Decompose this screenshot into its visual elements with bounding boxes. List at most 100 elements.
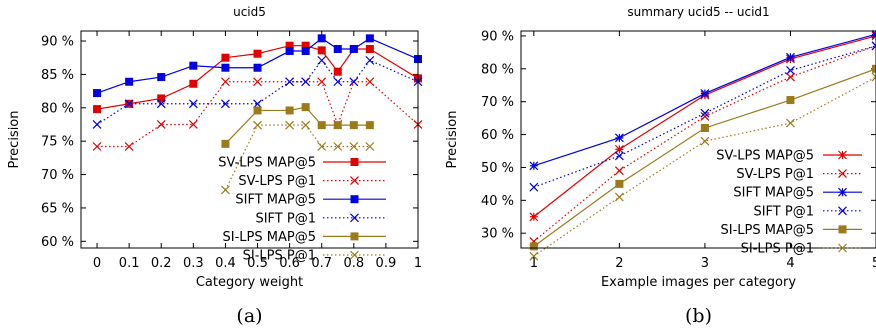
x-tick-label: 0.9 <box>376 256 397 271</box>
legend: SV-LPS MAP@5 SV-LPS P@1 SIFT MAP@5 SIFT P@1… <box>716 149 862 257</box>
data-point <box>188 99 198 109</box>
y-tick-label: 70 % <box>481 95 514 110</box>
data-point <box>253 49 262 58</box>
series-6 <box>221 120 375 195</box>
ticks: 1 2 3 4 5 30 % 40 % 50 % 60 % 70 % 80 % 90 % <box>481 29 876 271</box>
data-point <box>124 99 134 109</box>
data-point <box>871 41 876 51</box>
data-point <box>285 41 294 50</box>
data-point <box>786 96 795 105</box>
data-point <box>614 192 624 202</box>
data-point <box>786 72 795 82</box>
data-point <box>124 142 134 151</box>
data-point <box>189 79 198 88</box>
data-point <box>529 251 539 261</box>
data-point <box>253 63 262 72</box>
series-4 <box>529 41 876 192</box>
series-line <box>533 33 876 167</box>
data-point <box>333 45 342 54</box>
data-point <box>125 77 134 86</box>
data-point <box>93 105 102 114</box>
legend-marker <box>350 213 359 223</box>
x-tick-label: 2 <box>615 256 623 271</box>
legend-marker <box>838 169 847 179</box>
data-point <box>872 64 876 73</box>
x-tick-label: 0.4 <box>215 256 236 271</box>
x-tick-label: 0.5 <box>247 256 268 271</box>
data-point <box>189 61 198 70</box>
x-tick-label: 1 <box>530 256 538 271</box>
x-tick-label: 0.2 <box>151 256 172 271</box>
chart-title: summary ucid5 -- ucid1 <box>627 5 769 19</box>
data-point <box>253 99 262 109</box>
figure-caption: (a) <box>236 305 262 327</box>
data-point <box>221 77 230 87</box>
data-point <box>221 99 230 109</box>
data-point <box>285 77 295 87</box>
data-point <box>317 121 326 130</box>
chart-b: summary ucid5 -- ucid1 Example images per… <box>445 5 876 327</box>
x-tick-label: 0.6 <box>279 256 300 271</box>
legend-label: SI-LPS P@1 <box>243 249 316 264</box>
data-point <box>365 55 375 65</box>
data-point <box>700 136 710 146</box>
data-point <box>700 112 710 121</box>
series-6 <box>529 72 876 261</box>
series-1 <box>93 41 422 114</box>
x-tick-label: 4 <box>786 256 794 271</box>
legend-marker <box>350 176 359 186</box>
x-tick-label: 0.1 <box>119 256 140 271</box>
legend-marker <box>838 206 847 216</box>
legend-label: SI-LPS MAP@5 <box>223 230 316 245</box>
y-tick-label: 75 % <box>41 135 74 150</box>
legend-marker <box>838 225 847 234</box>
data-point <box>253 120 262 130</box>
data-point <box>615 179 624 188</box>
series-5 <box>221 103 374 148</box>
ticks: 0 0.1 0.2 0.3 0.4 0.5 0.6 0.7 0.8 0.9 1 60 % 65 % 70 … <box>41 31 422 271</box>
y-axis-label: Precision <box>7 110 22 168</box>
y-tick-label: 90 % <box>481 29 514 44</box>
legend-label: SV-LPS MAP@5 <box>218 156 316 171</box>
legend-label: SIFT MAP@5 <box>733 186 814 201</box>
plot-frame <box>80 30 419 249</box>
series-line <box>533 45 876 188</box>
legend-label: SIFT MAP@5 <box>235 193 316 208</box>
data-point <box>349 45 358 54</box>
legend-marker <box>350 158 359 166</box>
series-line <box>224 124 370 191</box>
data-point <box>349 121 358 130</box>
series-2 <box>529 41 876 246</box>
legend-label: SV-LPS MAP@5 <box>716 149 814 164</box>
data-point <box>529 242 538 251</box>
x-tick-label: 0.3 <box>183 256 204 271</box>
data-point <box>333 121 342 130</box>
legend-label: SI-LPS MAP@5 <box>721 223 814 238</box>
data-point <box>253 106 262 115</box>
y-tick-label: 80 % <box>481 62 514 77</box>
y-tick-label: 70 % <box>41 168 74 183</box>
data-point <box>285 106 294 115</box>
data-point <box>871 72 876 82</box>
data-point <box>614 133 624 143</box>
data-point <box>301 41 310 50</box>
data-point <box>156 120 166 129</box>
legend: SV-LPS MAP@5 SV-LPS P@1 SIFT MAP@5 SIFT P@1… <box>218 156 386 264</box>
data-point <box>285 120 295 130</box>
data-point <box>786 118 795 128</box>
data-point <box>365 121 374 130</box>
legend-marker <box>838 243 847 253</box>
chart-title: ucid5 <box>233 5 266 19</box>
x-axis-label: Example images per category <box>601 275 796 290</box>
legend-label: SIFT P@1 <box>753 204 814 219</box>
data-point <box>700 123 709 132</box>
data-point <box>93 89 102 98</box>
data-point <box>614 151 624 161</box>
data-point <box>529 161 539 171</box>
legend-label: SV-LPS P@1 <box>238 174 316 189</box>
x-tick-label: 1 <box>414 256 422 271</box>
data-point <box>365 45 374 54</box>
y-axis-label: Precision <box>445 110 460 168</box>
data-point <box>317 142 327 151</box>
